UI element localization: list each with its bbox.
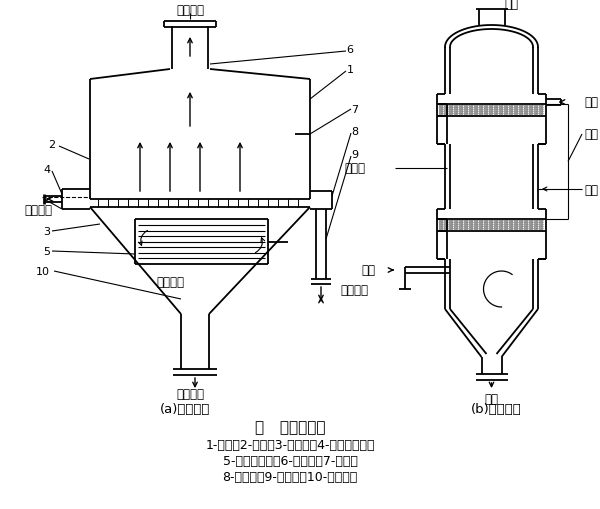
Text: 1-塔体；2-筛板；3-锥形斗；4-液体接受室；: 1-塔体；2-筛板；3-锥形斗；4-液体接受室； [205, 439, 375, 451]
Text: 气体入口: 气体入口 [156, 275, 184, 288]
Text: 5: 5 [44, 246, 50, 257]
Text: 6: 6 [347, 45, 353, 55]
Text: 1: 1 [347, 65, 353, 75]
Text: 排水: 排水 [485, 393, 499, 406]
Text: 10: 10 [36, 267, 50, 276]
Text: 5-气体分布器；6-排气管；7-挡板；: 5-气体分布器；6-排气管；7-挡板； [223, 455, 358, 468]
Text: 2: 2 [49, 140, 56, 150]
Text: 7: 7 [352, 105, 359, 115]
Text: 3: 3 [44, 227, 50, 237]
Text: 8: 8 [352, 127, 359, 137]
Text: 液体入口: 液体入口 [24, 203, 52, 216]
Text: 筛板: 筛板 [584, 128, 598, 141]
Text: 9: 9 [352, 150, 359, 160]
Text: 供水: 供水 [584, 96, 598, 109]
Text: 图   泡沫除尘器: 图 泡沫除尘器 [255, 420, 325, 435]
Text: (b)多层筛板: (b)多层筛板 [471, 403, 522, 416]
Text: 8-溢流室；9-溢流管；10-排泥浆管: 8-溢流室；9-溢流管；10-排泥浆管 [223, 471, 358, 484]
Text: 落水管: 落水管 [344, 162, 365, 175]
Text: 液体出口: 液体出口 [340, 283, 368, 296]
Text: 泥浆出口: 泥浆出口 [176, 388, 204, 401]
Text: 排气: 排气 [505, 0, 518, 12]
Text: 进气: 进气 [361, 264, 375, 277]
Text: 气体出口: 气体出口 [176, 4, 204, 16]
Text: 4: 4 [43, 165, 50, 175]
Text: 塔体: 塔体 [584, 183, 598, 196]
Text: (a)单层筛板: (a)单层筛板 [160, 403, 210, 416]
